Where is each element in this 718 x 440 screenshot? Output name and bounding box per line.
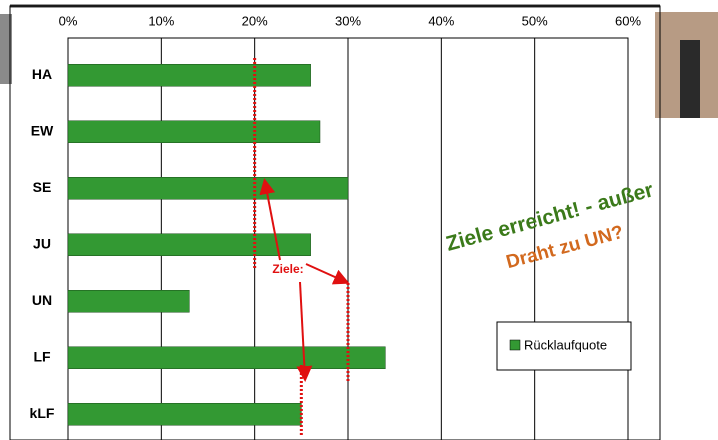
bar [68, 290, 189, 312]
bar [68, 64, 311, 86]
y-tick-label: JU [33, 235, 51, 251]
x-tick-label: 30% [335, 13, 361, 28]
bar [68, 177, 348, 199]
x-tick-label: 10% [148, 13, 174, 28]
y-tick-label: EW [31, 122, 54, 138]
chart: Ziele: Ziele erreicht! - außer Draht zu … [0, 0, 718, 440]
x-tick-label: 50% [522, 13, 548, 28]
targets-label: Ziele: [272, 262, 303, 276]
y-tick-label: UN [32, 292, 52, 308]
page: {"chart_data": {"type": "bar", "orientat… [0, 0, 718, 440]
legend-swatch [510, 340, 520, 350]
legend-label: Rücklaufquote [524, 337, 607, 352]
bar [68, 403, 301, 425]
x-tick-label: 0% [59, 13, 78, 28]
bar [68, 347, 385, 369]
bar [68, 121, 320, 143]
bar [68, 234, 311, 256]
y-tick-label: SE [33, 179, 52, 195]
x-tick-label: 60% [615, 13, 641, 28]
y-tick-label: HA [32, 66, 52, 82]
y-tick-label: LF [33, 348, 51, 364]
x-tick-label: 40% [428, 13, 454, 28]
x-tick-label: 20% [242, 13, 268, 28]
y-tick-label: kLF [30, 405, 55, 421]
photo-figure [680, 40, 700, 118]
